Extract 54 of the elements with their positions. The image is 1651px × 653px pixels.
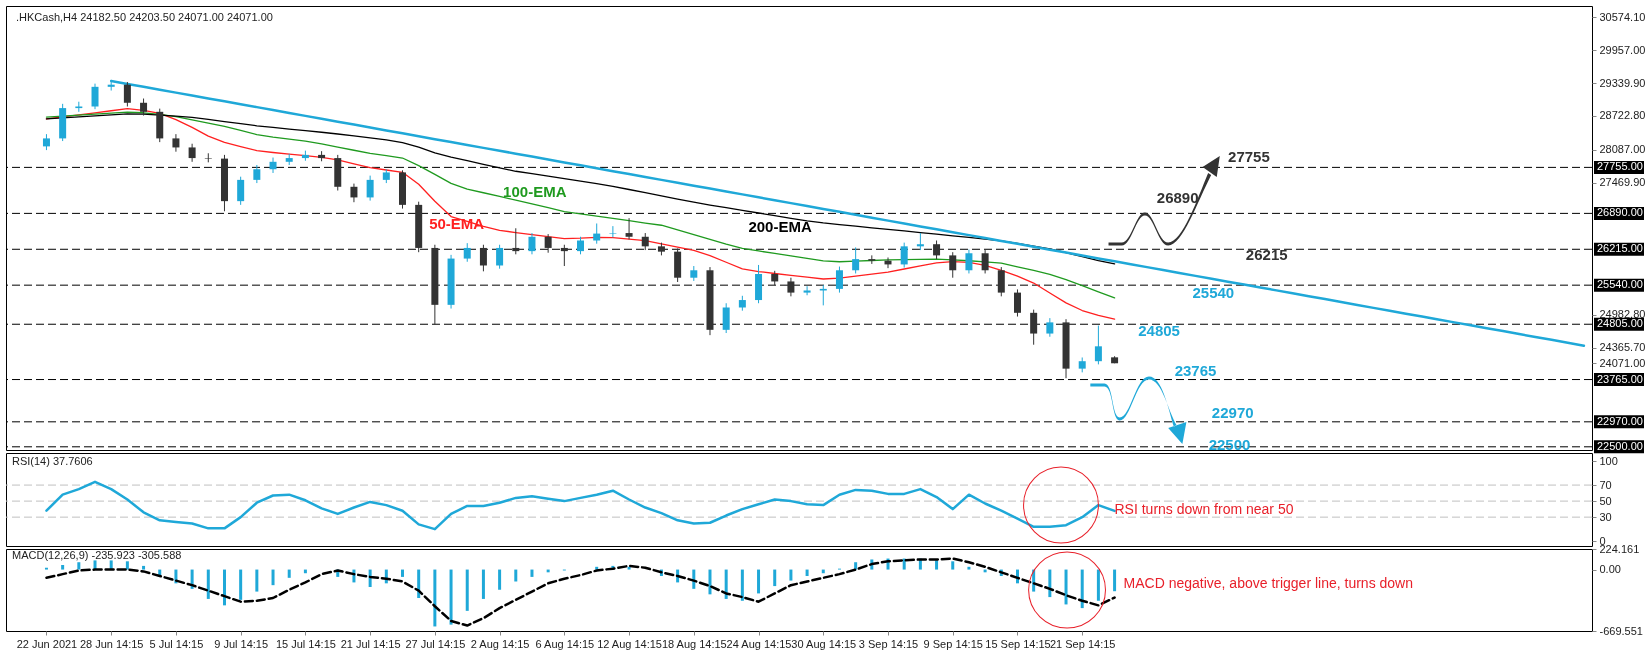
y-tick-label: 50 bbox=[1599, 494, 1612, 507]
x-tick-label: 15 Jul 14:15 bbox=[275, 637, 336, 650]
x-tick-label: 21 Sep 14:15 bbox=[1049, 637, 1116, 650]
annotation: RSI turns down from near 50 bbox=[1114, 501, 1294, 517]
y-tick-label: 29339.90 bbox=[1599, 76, 1646, 89]
y-tick-label: 24365.70 bbox=[1599, 341, 1646, 354]
ref-line-label: 26890.00 bbox=[1597, 206, 1643, 219]
x-tick-label: 30 Aug 14:15 bbox=[791, 637, 857, 650]
x-tick-label: 24 Aug 14:15 bbox=[726, 637, 792, 650]
annotation: 25540 bbox=[1192, 284, 1235, 302]
y-tick-label: 29957.00 bbox=[1599, 43, 1646, 56]
x-tick-label: 21 Jul 14:15 bbox=[340, 637, 401, 650]
annotation: 23765 bbox=[1174, 362, 1217, 380]
y-tick-label: 30574.10 bbox=[1599, 10, 1646, 23]
ref-line-label: 27755.00 bbox=[1597, 160, 1643, 173]
ref-line-label: 23765.00 bbox=[1597, 372, 1643, 385]
y-tick-label: 0.00 bbox=[1599, 563, 1621, 576]
annotation: 22970 bbox=[1211, 404, 1254, 422]
x-tick-label: 6 Aug 14:15 bbox=[535, 637, 595, 650]
ref-line-label: 24805.00 bbox=[1597, 317, 1643, 330]
ref-line-label: 22500.00 bbox=[1597, 439, 1643, 452]
series-label: 100-EMA bbox=[503, 183, 567, 201]
ref-line-label: 25540.00 bbox=[1597, 278, 1643, 291]
annotation: 24805 bbox=[1138, 322, 1180, 340]
y-tick-label: 100 bbox=[1599, 454, 1618, 467]
x-tick-label: 27 Jul 14:15 bbox=[405, 637, 466, 650]
y-tick-label: 30 bbox=[1599, 510, 1612, 523]
y-tick-label: 28722.80 bbox=[1599, 109, 1646, 122]
series-label: 200-EMA bbox=[748, 217, 812, 235]
x-tick-label: 3 Sep 14:15 bbox=[858, 637, 919, 650]
y-tick-label: 70 bbox=[1599, 478, 1612, 491]
y-tick-label: 28087.00 bbox=[1599, 143, 1646, 156]
x-tick-label: 9 Sep 14:15 bbox=[923, 637, 983, 650]
chart-title: RSI(14) 37.7606 bbox=[12, 455, 93, 467]
annotation: 27755 bbox=[1228, 147, 1270, 165]
x-tick-label: 5 Jul 14:15 bbox=[149, 637, 204, 650]
ref-line-label: 26215.00 bbox=[1597, 242, 1643, 255]
ref-line-label: 22970.00 bbox=[1597, 414, 1643, 427]
series-label: 50-EMA bbox=[429, 215, 485, 233]
chart-title: .HKCash,H4 24182.50 24203.50 24071.00 24071.00 bbox=[16, 11, 273, 23]
x-tick-label: 18 Aug 14:15 bbox=[661, 637, 727, 650]
x-tick-label: 12 Aug 14:15 bbox=[597, 637, 662, 650]
y-tick-label: 24071.00 bbox=[1599, 356, 1646, 369]
x-tick-label: 15 Sep 14:15 bbox=[985, 637, 1051, 650]
annotation: 26890 bbox=[1156, 189, 1199, 207]
x-tick-label: 2 Aug 14:15 bbox=[470, 637, 530, 650]
x-tick-label: 9 Jul 14:15 bbox=[214, 637, 269, 650]
annotation: 26215 bbox=[1245, 245, 1288, 263]
y-tick-label: -669.551 bbox=[1599, 624, 1643, 637]
y-tick-label: 27469.90 bbox=[1599, 176, 1646, 189]
x-tick-label: 22 Jun 2021 bbox=[16, 637, 78, 650]
x-tick-label: 28 Jun 14:15 bbox=[79, 637, 144, 650]
annotation: MACD negative, above trigger line, turns down bbox=[1123, 575, 1414, 591]
chart-title: MACD(12,26,9) -235.923 -305.588 bbox=[12, 549, 182, 561]
